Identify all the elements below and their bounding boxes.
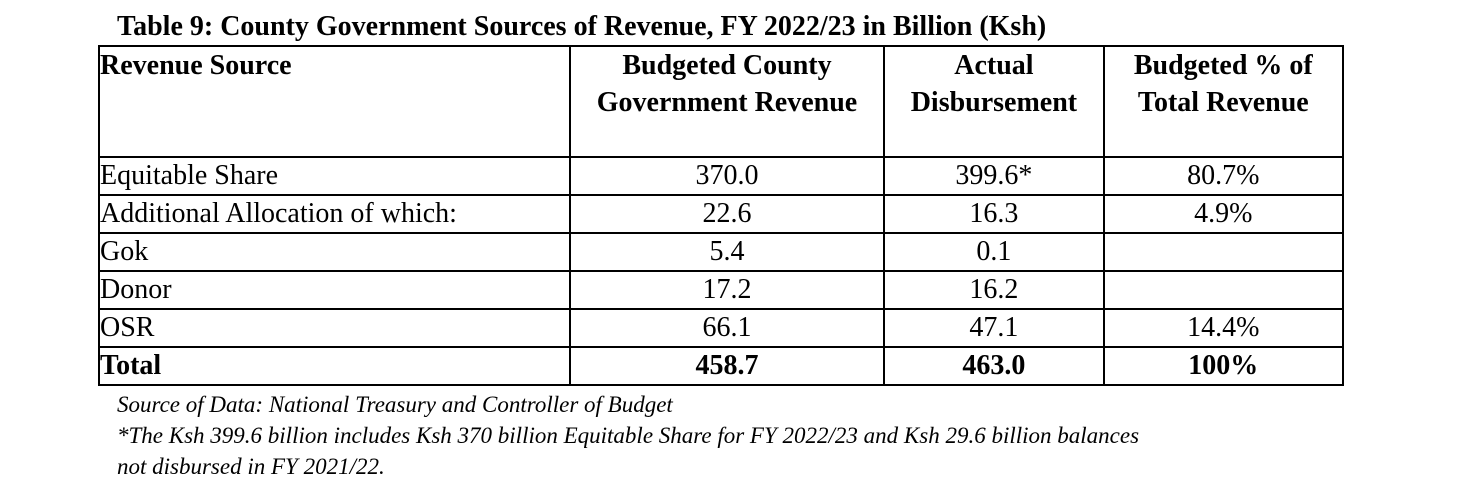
table-row: Equitable Share 370.0 399.6* 80.7%: [98, 156, 1345, 196]
total-percent: 100%: [1102, 346, 1345, 386]
row-actual: 16.2: [883, 270, 1105, 310]
row-source: Equitable Share: [98, 156, 571, 196]
row-source: Gok: [98, 232, 571, 272]
source-note: Source of Data: National Treasury and Co…: [117, 392, 673, 417]
header-row: Revenue Source Budgeted County Governmen…: [98, 45, 1345, 158]
row-budgeted: 17.2: [568, 270, 886, 310]
row-percent: [1102, 270, 1345, 310]
row-source: OSR: [98, 308, 571, 348]
total-label: Total: [98, 346, 571, 386]
row-actual: 47.1: [883, 308, 1105, 348]
table-row: OSR 66.1 47.1 14.4%: [98, 308, 1345, 348]
row-budgeted: 5.4: [568, 232, 886, 272]
row-percent: 4.9%: [1102, 194, 1345, 234]
table-title: Table 9: County Government Sources of Re…: [117, 11, 1047, 42]
total-actual: 463.0: [883, 346, 1105, 386]
row-percent: [1102, 232, 1345, 272]
row-budgeted: 22.6: [568, 194, 886, 234]
header-budgeted-revenue: Budgeted County Government Revenue: [568, 45, 886, 158]
footnote-line-1: *The Ksh 399.6 billion includes Ksh 370 …: [117, 423, 1140, 448]
total-row: Total 458.7 463.0 100%: [98, 346, 1345, 386]
row-budgeted: 370.0: [568, 156, 886, 196]
revenue-table: Revenue Source Budgeted County Governmen…: [98, 45, 1345, 386]
footnote-line-2: not disbursed in FY 2021/22.: [117, 454, 385, 479]
header-revenue-source: Revenue Source: [98, 45, 571, 158]
row-budgeted: 66.1: [568, 308, 886, 348]
footnote: *The Ksh 399.6 billion includes Ksh 370 …: [117, 420, 1139, 482]
table-row: Gok 5.4 0.1: [98, 232, 1345, 272]
row-actual: 16.3: [883, 194, 1105, 234]
row-source: Additional Allocation of which:: [98, 194, 571, 234]
row-actual: 399.6*: [883, 156, 1105, 196]
table-row: Additional Allocation of which: 22.6 16.…: [98, 194, 1345, 234]
header-actual-disbursement: Actual Disbursement: [883, 45, 1105, 158]
total-budgeted: 458.7: [568, 346, 886, 386]
table-row: Donor 17.2 16.2: [98, 270, 1345, 310]
header-budgeted-percent: Budgeted % of Total Revenue: [1102, 45, 1345, 158]
row-source: Donor: [98, 270, 571, 310]
row-actual: 0.1: [883, 232, 1105, 272]
row-percent: 14.4%: [1102, 308, 1345, 348]
row-percent: 80.7%: [1102, 156, 1345, 196]
